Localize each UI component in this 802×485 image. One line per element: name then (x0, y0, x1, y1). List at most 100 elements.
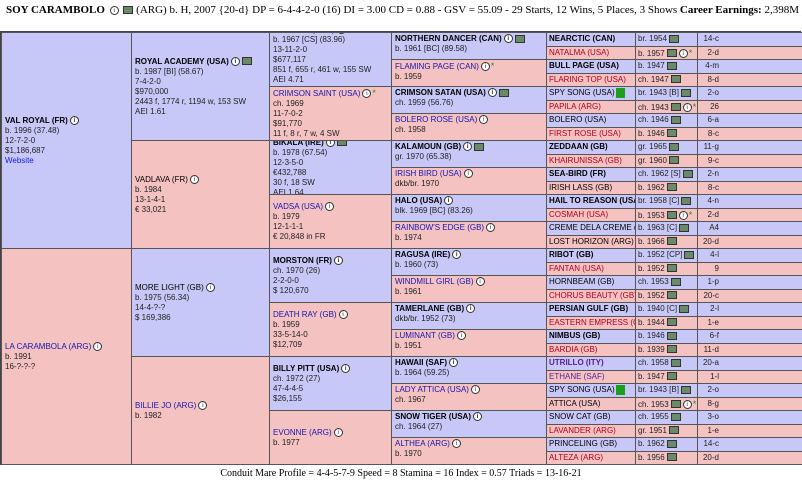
horse-name-text[interactable]: BARDIA (GB) (549, 344, 598, 354)
photo-icon[interactable] (666, 331, 677, 340)
horse-name-text[interactable]: ATTICA (USA) (549, 398, 601, 408)
horse-name[interactable]: UTRILLO (ITY) (547, 357, 635, 370)
photo-icon[interactable] (680, 385, 691, 394)
horse-name-text[interactable]: ETHANE (SAF) (549, 371, 605, 381)
horse-name[interactable]: HAWAII (SAF) i (395, 358, 543, 368)
horse-name-text[interactable]: VAL ROYAL (FR) (5, 115, 68, 125)
info-icon[interactable]: i (682, 399, 692, 409)
family-number[interactable]: 8-g (697, 397, 721, 410)
family-number[interactable]: 4-n (697, 195, 721, 208)
info-icon[interactable]: i (341, 363, 351, 373)
horse-name[interactable]: ALTHEA (ARG) i (395, 439, 543, 449)
horse-name-text[interactable]: HORNBEAM (GB) (549, 277, 615, 286)
info-icon[interactable]: i (362, 89, 372, 99)
info-icon[interactable]: i (480, 62, 490, 72)
horse-name-text[interactable]: UTRILLO (ITY) (549, 358, 604, 367)
horse-name-text[interactable]: LAVANDER (ARG) (549, 425, 616, 435)
photo-icon[interactable] (666, 237, 677, 246)
horse-name-text[interactable]: FIRST ROSE (USA) (549, 128, 621, 138)
horse-name-text[interactable]: HAWAII (SAF) (395, 358, 447, 367)
family-number[interactable]: 20-d (697, 235, 721, 248)
horse-name[interactable]: FLAMING PAGE (CAN) i * (395, 61, 543, 72)
info-icon[interactable]: i (678, 48, 688, 58)
horse-name[interactable]: LOST HORIZON (ARG) (547, 236, 635, 249)
photo-icon[interactable] (679, 223, 690, 232)
family-number[interactable]: A4 (697, 222, 721, 235)
horse-name[interactable]: CREME DELA CREME (USA) (547, 222, 635, 235)
photo-icon[interactable] (679, 304, 690, 313)
photo-icon[interactable] (680, 88, 691, 97)
horse-name[interactable]: MORE LIGHT (GB) i (135, 283, 266, 293)
family-number[interactable]: 1-p (697, 276, 721, 289)
info-icon[interactable]: i (93, 341, 103, 351)
horse-name-text[interactable]: PAPILA (ARG) (549, 101, 601, 111)
website-link[interactable]: Website (273, 85, 388, 87)
horse-name-text[interactable]: CRIMSON SAINT (USA) (273, 89, 361, 98)
photo-icon[interactable] (670, 115, 681, 124)
info-icon[interactable]: i (338, 309, 348, 319)
horse-name[interactable]: BOLERO (USA) (547, 114, 635, 127)
horse-name[interactable]: PRINCELING (GB) (547, 438, 635, 451)
family-number[interactable]: 9-c (697, 154, 721, 167)
horse-name-text[interactable]: NEARCTIC (CAN) (549, 34, 616, 43)
horse-name[interactable]: MORSTON (FR) i (273, 256, 388, 266)
photo-icon[interactable] (681, 196, 692, 205)
info-icon[interactable]: i (230, 56, 240, 66)
info-icon[interactable]: i (325, 201, 335, 211)
horse-name[interactable]: FLARING TOP (USA) (547, 74, 635, 87)
family-number[interactable]: 1-e (697, 424, 721, 437)
horse-name[interactable]: LAVANDER (ARG) (547, 425, 635, 438)
horse-name-text[interactable]: ROYAL ACADEMY (USA) (135, 56, 229, 66)
horse-name[interactable]: BULL PAGE (USA) (547, 60, 635, 73)
horse-name[interactable]: KALAMOUN (GB) i (395, 142, 543, 152)
horse-name[interactable]: NATALMA (USA) (547, 47, 635, 60)
family-number[interactable]: 2-d (697, 46, 721, 59)
horse-name[interactable]: TAMERLANE (GB) i (395, 304, 543, 314)
horse-name[interactable]: HALO (USA) i (395, 196, 543, 206)
horse-name[interactable]: PERSIAN GULF (GB) (547, 303, 635, 316)
family-number[interactable]: 11-g (697, 141, 721, 154)
info-icon[interactable]: i (479, 115, 489, 125)
horse-name[interactable]: CHORUS BEAUTY (GB) (547, 290, 635, 303)
horse-name[interactable]: IRISH LASS (GB) (547, 182, 635, 195)
horse-name-text[interactable]: ZEDDAAN (GB) (549, 142, 608, 151)
photo-icon[interactable] (670, 277, 681, 286)
horse-name[interactable]: SEA-BIRD (FR) (547, 168, 635, 181)
horse-name[interactable]: VAL ROYAL (FR) i (5, 116, 128, 126)
info-icon[interactable]: i (486, 223, 496, 233)
horse-name-text[interactable]: ALTEZA (ARG) (549, 452, 604, 462)
family-number[interactable]: 1-e (697, 316, 721, 329)
photo-icon[interactable] (670, 358, 681, 367)
family-number[interactable]: 1-l (697, 370, 721, 383)
info-icon[interactable]: i (189, 174, 199, 184)
horse-name-text[interactable]: CHORUS BEAUTY (GB) (549, 290, 635, 300)
horse-name-text[interactable]: SNOW TIGER (USA) (395, 412, 471, 421)
info-icon[interactable]: i (205, 282, 215, 292)
photo-icon[interactable] (666, 318, 677, 327)
horse-name-text[interactable]: RAINBOW'S EDGE (GB) (395, 223, 485, 232)
photo-icon[interactable] (684, 250, 695, 259)
photo-icon[interactable] (347, 33, 358, 34)
photo-icon[interactable] (666, 49, 677, 58)
horse-name[interactable]: EASTERN EMPRESS (GB) (547, 317, 635, 330)
photo-icon[interactable] (123, 6, 134, 15)
horse-name-text[interactable]: NIMBUS (GB) (549, 331, 601, 340)
horse-name[interactable]: LA CARAMBOLA (ARG) i (5, 342, 128, 352)
horse-name-text[interactable]: FLARING TOP (USA) (549, 74, 626, 84)
photo-icon[interactable] (670, 412, 681, 421)
horse-name[interactable]: BILLIE JO (ARG) i (135, 401, 266, 411)
horse-name-text[interactable]: TAMERLANE (GB) (395, 304, 465, 313)
horse-name-text[interactable]: MORE LIGHT (GB) (135, 282, 204, 292)
family-number[interactable]: 11-d (697, 343, 721, 356)
info-icon[interactable]: i (487, 88, 497, 98)
info-icon[interactable]: i (503, 34, 513, 44)
family-number[interactable]: 2-l (697, 303, 721, 316)
horse-name[interactable]: ROYAL ACADEMY (USA) i (135, 57, 266, 67)
photo-icon[interactable] (474, 142, 485, 151)
horse-name[interactable]: FANTAN (USA) (547, 263, 635, 276)
horse-name-text[interactable]: PERSIAN GULF (GB) (549, 304, 629, 313)
horse-name-text[interactable]: WINDMILL GIRL (GB) (395, 277, 474, 286)
horse-name-text[interactable]: BIKALA (IRE) (273, 140, 324, 147)
photo-icon[interactable] (670, 103, 681, 112)
horse-name[interactable]: ETHANE (SAF) (547, 371, 635, 384)
